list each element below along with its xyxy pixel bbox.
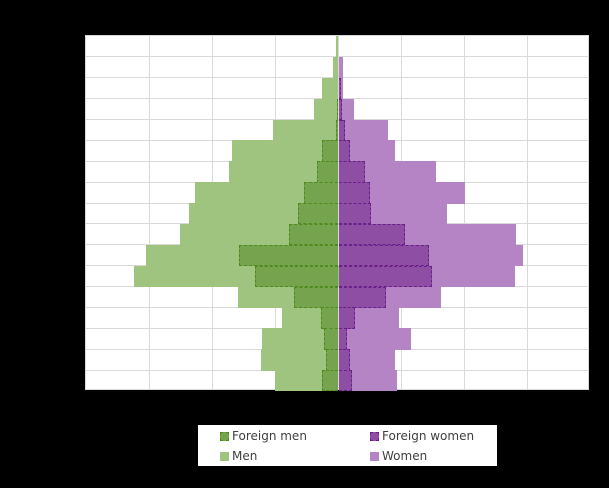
fmen-bar xyxy=(322,370,339,392)
fmen-bar xyxy=(238,244,339,267)
fmen-bar xyxy=(254,265,339,288)
legend-item-women: Women xyxy=(370,449,427,463)
fmen-bar xyxy=(317,161,339,183)
legend-label: Foreign women xyxy=(382,429,475,443)
fwomen-bar xyxy=(338,286,386,308)
plot-area xyxy=(85,35,589,392)
fmen-bar xyxy=(288,223,339,246)
fwomen-bar xyxy=(338,349,350,371)
fwomen-bar xyxy=(338,203,372,225)
legend-label: Women xyxy=(382,449,428,463)
women-bar xyxy=(338,328,411,350)
fmen-bar xyxy=(322,140,339,162)
men-bar xyxy=(232,140,339,162)
vertical-gridline xyxy=(463,36,465,389)
women-swatch-icon xyxy=(370,451,379,461)
fmen-bar xyxy=(324,328,339,350)
fwomen-bar xyxy=(338,98,343,121)
women-bar xyxy=(338,140,396,162)
men-bar xyxy=(332,56,339,79)
fmen-bar xyxy=(303,182,339,204)
men-bar xyxy=(261,349,339,371)
fmen-bar xyxy=(320,307,339,329)
fmen-bar xyxy=(325,349,339,371)
men-swatch-icon xyxy=(220,451,229,461)
fwomen-bar xyxy=(338,119,345,141)
fwomen-bar xyxy=(338,140,350,162)
fwomen-bar xyxy=(338,370,352,392)
fwomen-bar xyxy=(338,161,365,183)
legend: Foreign men Foreign women Men Women xyxy=(198,425,497,466)
men-bar xyxy=(322,77,339,100)
men-bar xyxy=(262,328,339,350)
men-bar xyxy=(228,161,339,183)
legend-label: Foreign men xyxy=(232,429,307,443)
women-bar xyxy=(338,119,389,141)
legend-item-foreign-women: Foreign women xyxy=(370,429,474,443)
fwomen-bar xyxy=(338,265,432,288)
legend-item-foreign-men: Foreign men xyxy=(220,429,307,443)
vertical-gridline xyxy=(526,36,528,389)
legend-label: Men xyxy=(232,449,258,463)
men-bar xyxy=(335,36,339,58)
men-bar xyxy=(313,98,339,121)
women-bar xyxy=(338,370,398,392)
women-bar xyxy=(338,98,355,121)
fwomen-bar xyxy=(338,77,342,100)
fwomen-bar xyxy=(338,244,430,267)
fwomen-bar xyxy=(338,307,355,329)
women-bar xyxy=(338,349,396,371)
vertical-gridline xyxy=(148,36,150,389)
legend-item-men: Men xyxy=(220,449,257,463)
fmen-bar xyxy=(335,119,339,141)
foreign-women-swatch-icon xyxy=(370,431,379,441)
foreign-men-swatch-icon xyxy=(220,431,229,441)
fwomen-bar xyxy=(338,182,370,204)
fmen-bar xyxy=(293,286,339,308)
fmen-bar xyxy=(337,98,339,121)
fmen-bar xyxy=(298,203,339,225)
fwomen-bar xyxy=(338,223,406,246)
men-bar xyxy=(194,182,339,204)
men-bar xyxy=(272,119,339,141)
women-bar xyxy=(338,182,466,204)
women-bar xyxy=(338,56,343,79)
fwomen-bar xyxy=(338,328,347,350)
